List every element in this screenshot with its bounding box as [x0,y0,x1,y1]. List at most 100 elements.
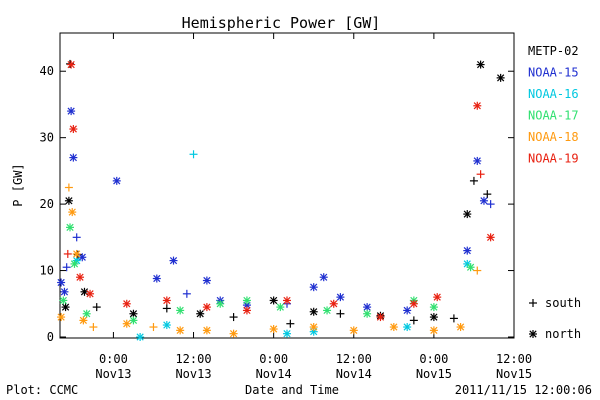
data-point [70,259,79,268]
data-point [176,306,185,315]
data-point [479,196,488,205]
x-axis-label: Date and Time [245,383,339,397]
x-tick-label-date: Nov15 [496,367,532,381]
data-point [269,296,278,305]
data-point [152,274,161,283]
data-point [469,176,478,185]
series-noaa-19 [63,60,495,322]
data-point [336,293,345,302]
y-axis-label: P [GW] [11,163,25,206]
x-tick-label-time: 12:00 [336,352,372,366]
data-point [496,73,505,82]
series-noaa-15 [57,107,495,315]
data-point [68,208,77,217]
data-point [216,299,225,308]
data-point [283,329,291,338]
legend-entry: METP-02 [528,44,579,58]
data-point [69,125,78,134]
data-point [286,319,295,328]
series-noaa-16 [72,150,472,341]
legend-entry: NOAA-19 [528,152,579,166]
data-point [196,309,205,318]
x-tick-label-time: 0:00 [259,352,288,366]
plot-frame [59,32,515,339]
legend: METP-02 NOAA-15 NOAA-16 NOAA-17 NOAA-18 NOAA-… [528,44,581,341]
data-point [473,266,482,275]
data-point [59,296,68,305]
chart-title: Hemispheric Power [GW] [182,14,381,32]
data-point [202,326,211,335]
data-point [62,263,71,272]
data-point [189,150,198,159]
legend-entry: NOAA-18 [528,130,579,144]
series-noaa-18 [57,183,482,338]
data-point [329,299,338,308]
y-tick-label: 20 [40,197,54,211]
data-point [60,287,69,296]
x-tick-label-date: Nov13 [175,367,211,381]
data-point [319,273,328,282]
data-point [92,303,101,312]
x-tick-label-date: Nov14 [256,367,292,381]
footer-timestamp: 2011/11/15 12:00:06 [455,383,592,397]
data-point [463,210,472,219]
data-point [67,107,76,116]
data-point [242,296,251,305]
data-point [136,333,145,341]
data-point [486,233,495,242]
y-tick-label: 40 [40,64,54,78]
data-point [483,190,492,199]
data-point [79,316,88,325]
y-tick-label: 0 [47,330,54,344]
data-point [57,278,66,287]
x-tick-label-time: 0:00 [419,352,448,366]
x-tick-label-time: 0:00 [99,352,128,366]
data-point [169,256,178,265]
data-point [409,316,418,325]
series-noaa-17 [59,223,475,325]
data-point [66,223,75,232]
legend-entry: NOAA-15 [528,66,579,80]
data-point [112,176,121,185]
data-point [176,326,185,335]
data-point [72,233,81,242]
data-point [463,246,472,255]
data-point [129,316,138,325]
data-point [162,321,171,330]
data-point [162,304,171,313]
x-tick-label-date: Nov13 [95,367,131,381]
data-point [429,326,438,335]
data-point [276,303,285,312]
data-point [64,183,73,192]
series-metp-02 [61,59,505,328]
data-point [149,323,158,332]
x-tick-label-date: Nov14 [336,367,372,381]
data-point [449,314,458,323]
data-point [89,323,98,332]
data-point [242,306,251,315]
data-point [202,303,211,312]
data-point [72,249,81,258]
data-point [202,276,211,285]
footer-credit: Plot: CCMC [6,383,78,397]
data-point [466,263,475,272]
data-point [376,313,385,322]
data-point [463,259,472,268]
data-points [57,59,505,341]
data-point [63,249,72,258]
legend-marker-north [529,330,537,338]
data-point [309,307,318,316]
data-point [86,289,95,298]
data-point [429,313,438,322]
y-axis: 0 10 20 30 40 [40,64,514,344]
data-point [433,293,442,302]
data-point [82,309,91,318]
data-point [403,306,412,315]
data-point [269,325,278,334]
data-point [283,296,291,305]
x-axis: 0:00Nov1312:00Nov130:00Nov1412:00Nov140:… [95,33,532,381]
data-point [403,323,412,332]
data-point [64,196,73,205]
x-tick-label-time: 12:00 [496,352,532,366]
